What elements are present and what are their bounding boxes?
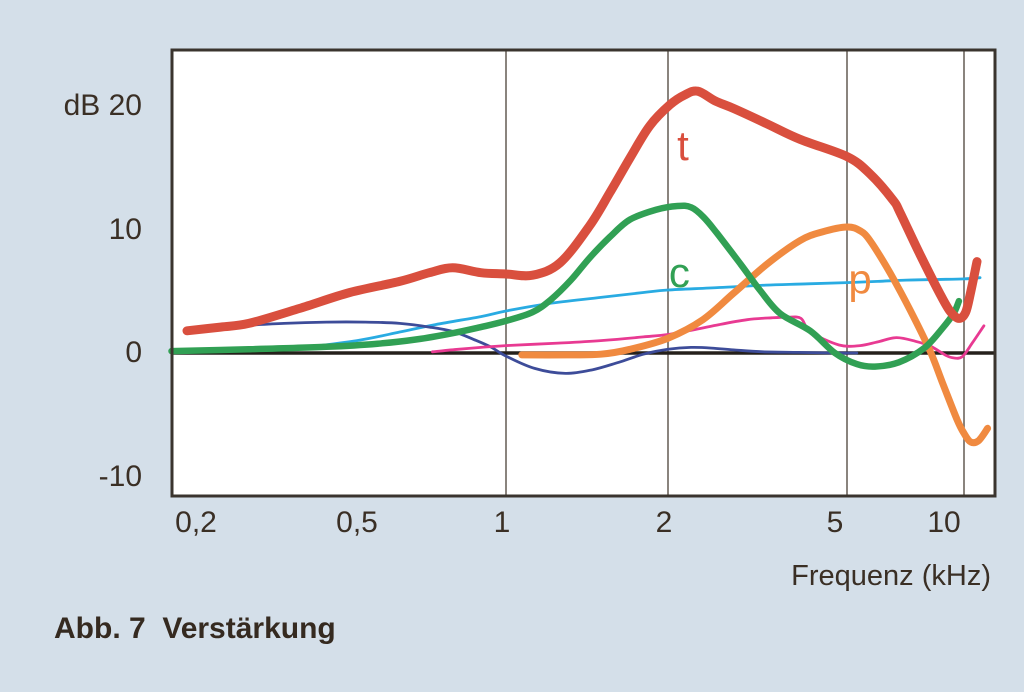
series-curve-p (518, 223, 992, 447)
x-tick-label: 10 (927, 506, 961, 539)
x-tick-label: 0,5 (336, 506, 378, 539)
series-curve-line-navy (247, 320, 859, 375)
x-tick-label: 1 (493, 506, 511, 539)
series-curve-line-magenta (431, 315, 986, 360)
y-tick-label: 0 (125, 336, 142, 369)
plot-border (170, 48, 997, 498)
y-tick-label: 10 (108, 212, 142, 246)
y-tick-label: dB 20 (63, 89, 142, 122)
series-curve-line-cyan (292, 276, 982, 351)
series-label-p: p (848, 255, 871, 302)
plot-area (172, 50, 995, 496)
x-tick-label: 2 (655, 506, 673, 539)
y-tick-label: -10 (98, 459, 142, 493)
x-axis-label: Frequenz (kHz) (791, 560, 991, 592)
series-label-t: t (677, 122, 689, 169)
x-tick-label: 5 (826, 506, 844, 539)
series-curve-t (182, 86, 982, 336)
series-curve-c (168, 202, 963, 370)
series-label-c: c (669, 249, 690, 296)
x-tick-label: 0,2 (175, 506, 217, 539)
figure-caption: Abb. 7 Verstärkung (54, 612, 336, 645)
